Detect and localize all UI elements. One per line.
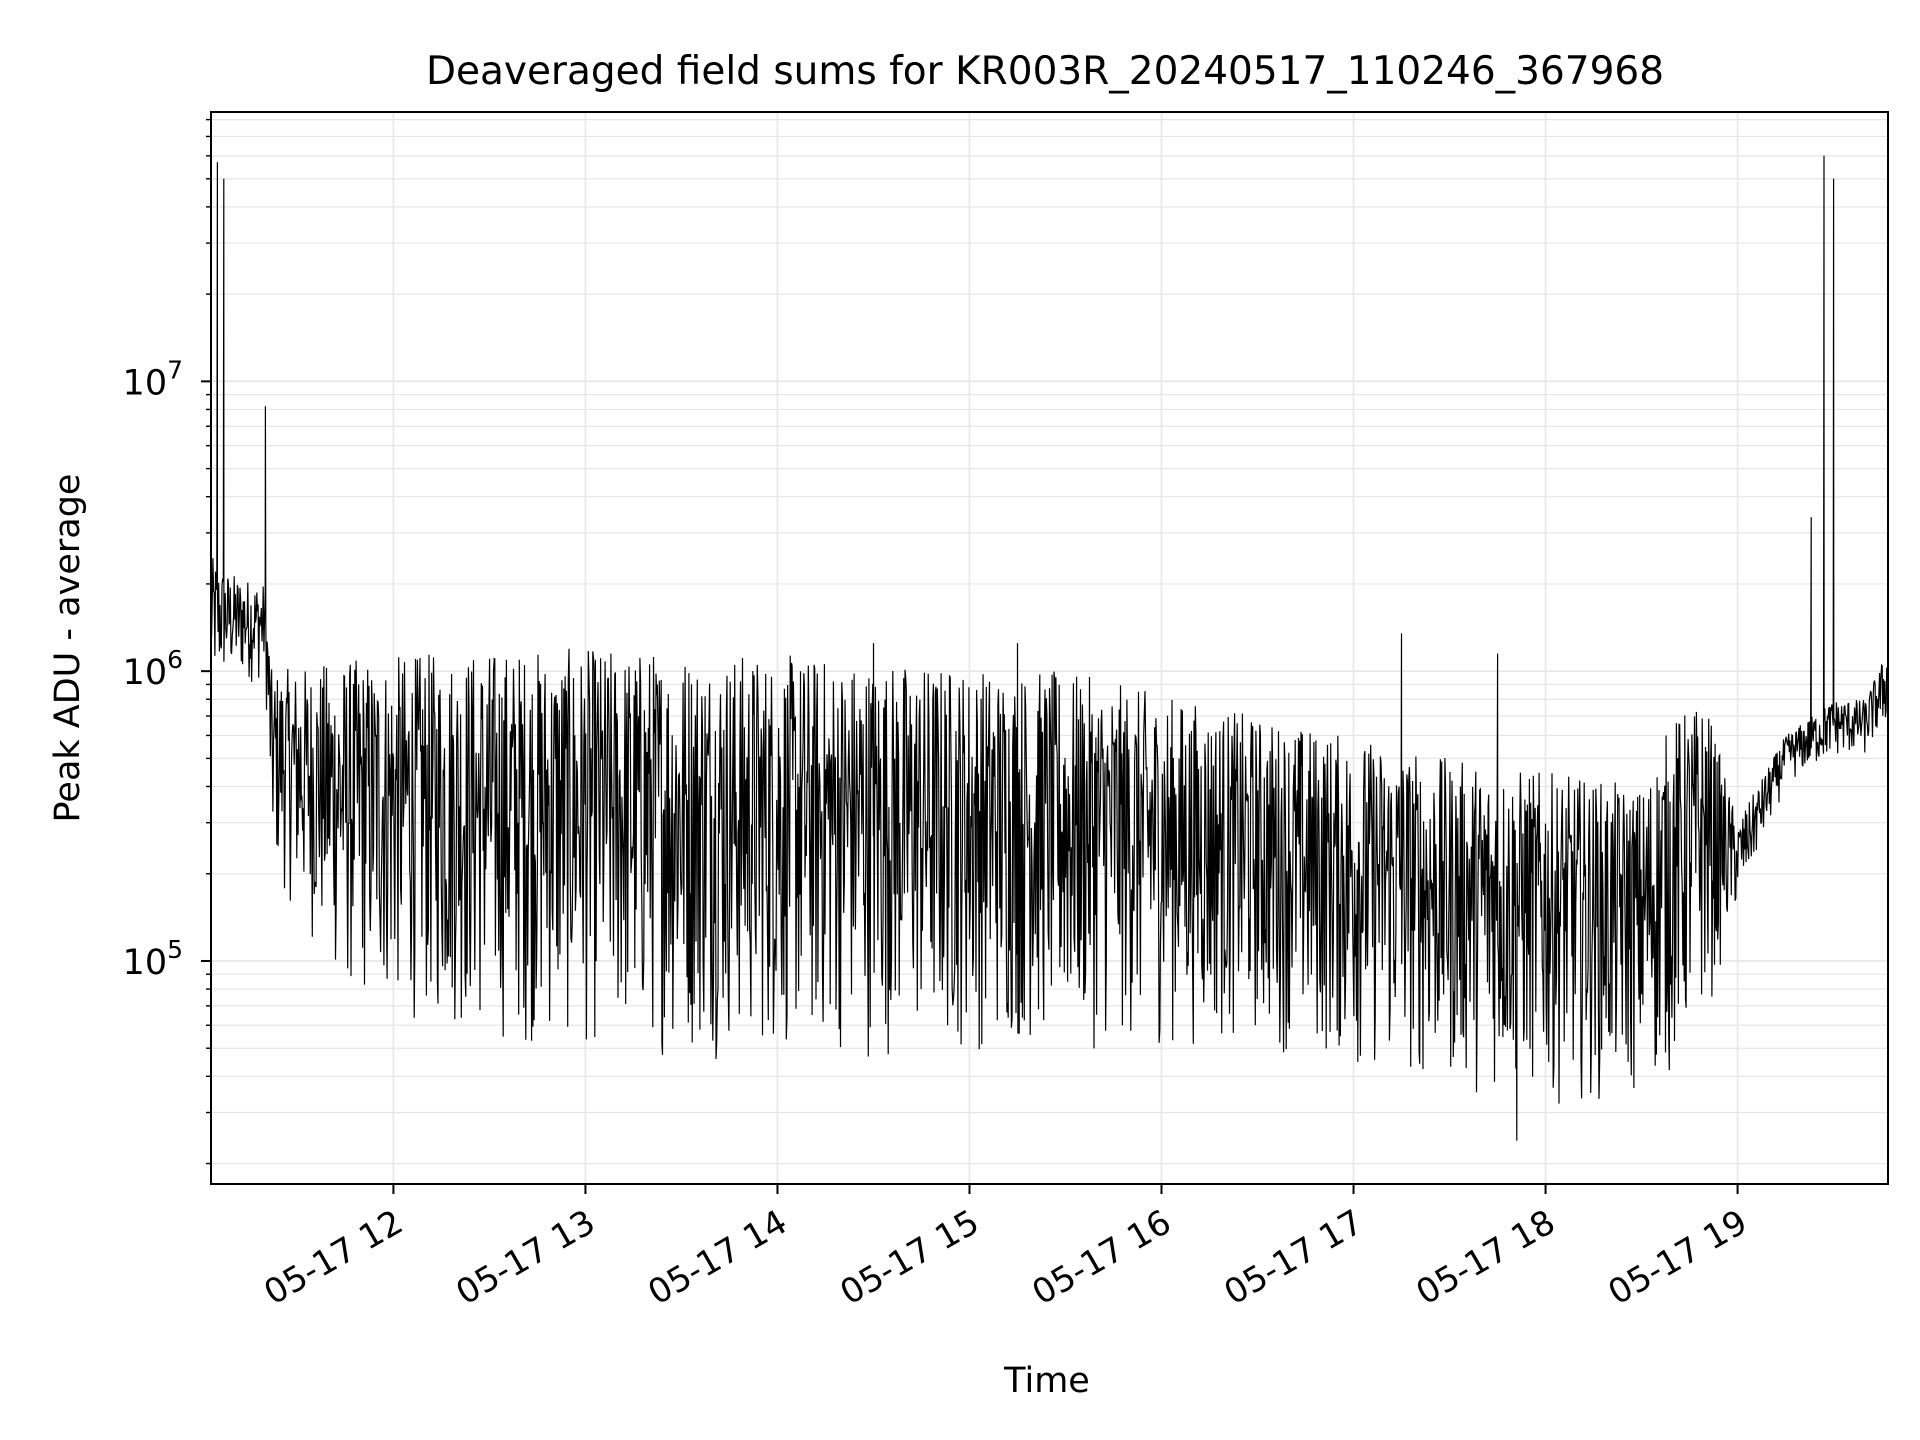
grid-lines [211,112,1888,1184]
y-tick-label: 107 [123,355,183,403]
y-tick-label: 106 [123,645,183,693]
x-axis-ticks: 05-17 12 05-17 13 05-17 14 05-17 15 05-17 16… [258,1184,1754,1313]
chart-title: Deaveraged field sums for KR003R_2024051… [426,49,1664,94]
x-tick-label: 05-17 13 [450,1202,602,1313]
x-tick-label: 05-17 12 [258,1202,410,1313]
x-axis-label: Time [1003,1361,1090,1401]
x-tick-label: 05-17 16 [1026,1202,1178,1313]
x-tick-label: 05-17 18 [1410,1202,1562,1313]
x-tick-label: 05-17 15 [834,1202,986,1313]
y-axis-label: Peak ADU - average [48,474,88,823]
series-line [210,155,1889,1141]
series-path [210,155,1889,1141]
x-tick-label: 05-17 14 [642,1202,794,1313]
plot-frame [210,111,1889,1185]
x-tick-label: 05-17 19 [1602,1202,1754,1313]
y-tick-label: 105 [123,935,183,983]
x-tick-label: 05-17 17 [1218,1202,1370,1313]
y-axis-ticks: 105 106 107 [123,118,211,1165]
